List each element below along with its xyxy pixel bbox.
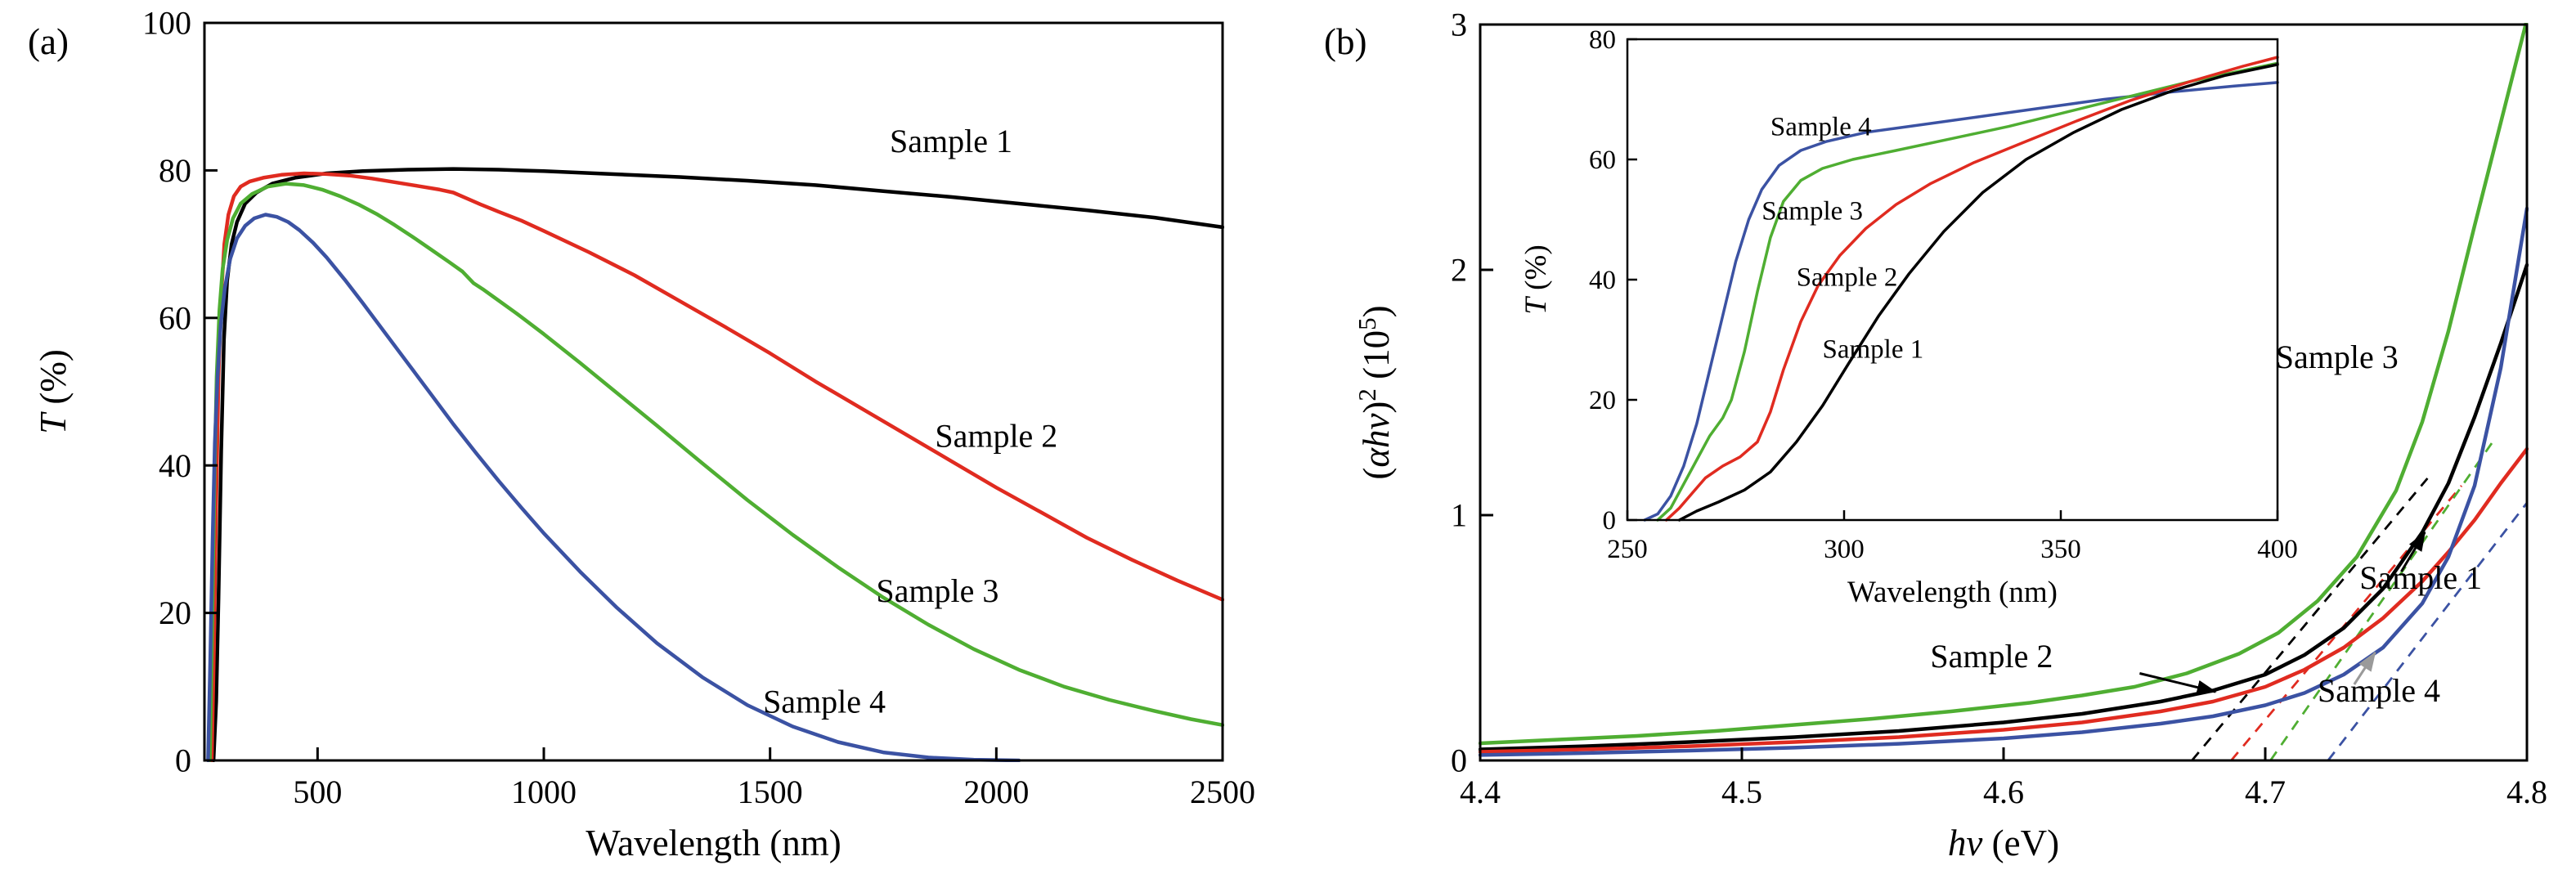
annotation-arrow-sample-4 bbox=[2353, 651, 2376, 685]
series-sample-1 bbox=[211, 167, 1224, 762]
series-sample-1 bbox=[1677, 63, 2279, 522]
annotation-sample-3: Sample 3 bbox=[1761, 197, 1863, 226]
chart-b-series-layer bbox=[1479, 23, 2529, 761]
inset-background bbox=[1627, 39, 2278, 520]
y-axis-label: (αhν)2 (105) bbox=[1353, 305, 1397, 479]
x-tick-label: 4.5 bbox=[1721, 774, 1762, 810]
y-tick-label: 20 bbox=[1589, 386, 1616, 415]
y-tick-label: 60 bbox=[159, 299, 191, 336]
chart-a-series-layer bbox=[206, 167, 1224, 762]
x-tick-label: 2000 bbox=[963, 774, 1029, 810]
annotation-arrow-sample-2 bbox=[2139, 672, 2217, 695]
x-tick-label: 4.6 bbox=[1983, 774, 2024, 810]
x-tick-label: 1000 bbox=[511, 774, 577, 810]
annotation-sample-1: Sample 1 bbox=[890, 123, 1012, 159]
series-sample-4 bbox=[206, 213, 1021, 762]
extrapolation-line-sample-3 bbox=[2269, 441, 2494, 761]
x-axis-label: hν (eV) bbox=[1948, 823, 2059, 863]
x-tick-label: 1500 bbox=[738, 774, 803, 810]
x-tick-label: 250 bbox=[1607, 535, 1648, 564]
y-tick-label: 1 bbox=[1451, 497, 1467, 534]
x-tick-label: 350 bbox=[2040, 535, 2081, 564]
y-tick-label: 40 bbox=[159, 447, 191, 484]
chart-a-group: 500 1000 1500 2000 2500 0 20 40 60 80 100 Wavelengt… bbox=[28, 5, 1255, 863]
x-tick-label: 4.4 bbox=[1460, 774, 1501, 810]
y-tick-label: 60 bbox=[1589, 146, 1616, 175]
y-tick-label: 0 bbox=[1603, 506, 1617, 536]
panel-b: 4.4 4.5 4.6 4.7 4.8 0 1 2 3 hν (eV) (αhν)2 (105) (b… bbox=[1288, 0, 2576, 879]
series-sample-1 bbox=[1479, 262, 2529, 751]
x-tick-label: 2500 bbox=[1190, 774, 1255, 810]
y-axis-label: T (%) bbox=[1519, 244, 1553, 314]
annotation-sample-4: Sample 4 bbox=[1770, 113, 1872, 142]
x-axis-label: Wavelength (nm) bbox=[586, 823, 841, 863]
series-sample-3 bbox=[1479, 23, 2529, 746]
chart-a-transmittance-spectra: 500 1000 1500 2000 2500 0 20 40 60 80 100 Wavelengt… bbox=[28, 5, 1255, 863]
panel-label: (a) bbox=[28, 21, 69, 62]
x-tick-label: 4.7 bbox=[2245, 774, 2286, 810]
series-sample-2 bbox=[209, 171, 1224, 762]
panel-label: (b) bbox=[1324, 21, 1367, 62]
y-tick-label: 100 bbox=[142, 5, 191, 42]
plot-frame bbox=[203, 21, 1224, 762]
x-axis-label: Wavelength (nm) bbox=[1847, 576, 2058, 609]
y-tick-label: 2 bbox=[1451, 252, 1467, 289]
x-tick-label: 300 bbox=[1824, 535, 1865, 564]
panel-a: 500 1000 1500 2000 2500 0 20 40 60 80 100 Wavelengt… bbox=[28, 5, 1255, 863]
chart-b-inset-series-layer bbox=[1643, 56, 2279, 522]
annotation-sample-3: Sample 3 bbox=[876, 572, 999, 609]
chart-b-tauc-plot: 4.4 4.5 4.6 4.7 4.8 0 1 2 3 hν (eV) (αhν)2 (105) (b… bbox=[1324, 7, 2547, 863]
y-tick-label: 20 bbox=[159, 594, 191, 631]
annotation-sample-1: Sample 1 bbox=[1823, 335, 1924, 365]
x-tick-label: 4.8 bbox=[2506, 774, 2547, 810]
annotation-arrow-sample-1 bbox=[2400, 531, 2426, 572]
y-tick-label: 80 bbox=[1589, 25, 1616, 55]
chart-b-inset-group: 250 300 350 400 0 20 40 60 80 Wavelength (nm) T (%… bbox=[1519, 25, 2298, 609]
series-sample-3 bbox=[208, 182, 1224, 762]
y-tick-label: 40 bbox=[1589, 266, 1616, 295]
y-tick-label: 0 bbox=[175, 742, 191, 779]
y-axis-label: T (%) bbox=[33, 349, 74, 434]
annotation-sample-2: Sample 2 bbox=[1797, 262, 1898, 292]
extrapolation-line-sample-4 bbox=[2327, 502, 2529, 761]
x-tick-label: 400 bbox=[2257, 535, 2298, 564]
y-tick-label: 80 bbox=[159, 152, 191, 189]
annotation-sample-1: Sample 1 bbox=[2359, 559, 2482, 596]
y-tick-label: 3 bbox=[1451, 7, 1467, 43]
y-tick-label: 0 bbox=[1451, 742, 1467, 779]
x-tick-label: 500 bbox=[293, 774, 342, 810]
annotation-sample-4: Sample 4 bbox=[2318, 672, 2440, 709]
annotation-sample-4: Sample 4 bbox=[763, 683, 886, 720]
series-sample-4 bbox=[1479, 206, 2529, 757]
series-sample-4 bbox=[1643, 81, 2279, 522]
annotation-sample-2: Sample 2 bbox=[935, 418, 1057, 455]
series-sample-2 bbox=[1664, 56, 2279, 522]
series-sample-3 bbox=[1656, 61, 2279, 522]
annotation-sample-3: Sample 3 bbox=[2276, 339, 2399, 375]
chart-b-group: 4.4 4.5 4.6 4.7 4.8 0 1 2 3 hν (eV) (αhν)2 (105) (b… bbox=[1324, 7, 2547, 863]
annotation-sample-2: Sample 2 bbox=[1930, 638, 2053, 675]
